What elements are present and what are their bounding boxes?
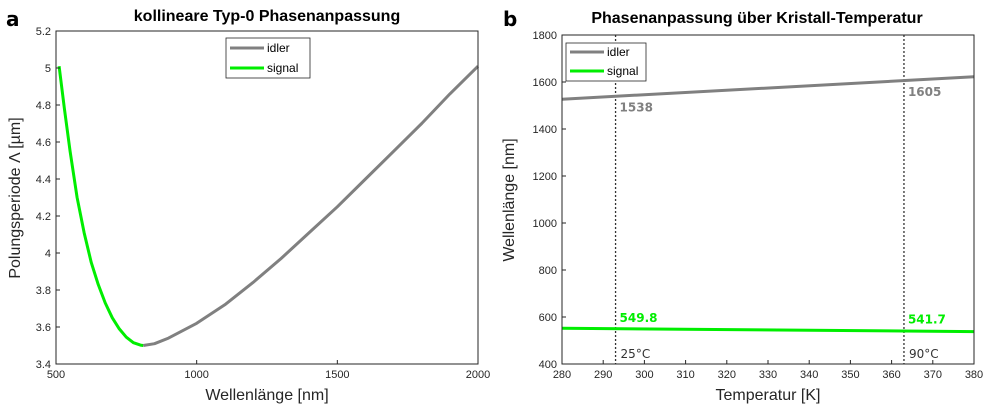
chart-b-xtick-label: 340 [800,369,818,381]
chart-b-value-label-signal: 549.8 [620,311,658,325]
chart-a-ytick-label: 5.2 [36,26,51,38]
chart-b-ytick-label: 1400 [533,124,557,136]
chart-b-title: Phasenanpassung über Kristall-Temperatur [591,10,922,27]
chart-a-xtick-label: 1000 [184,369,208,381]
chart-b-ytick-label: 1800 [533,30,557,42]
chart-b-value-label-signal: 541.7 [908,313,946,327]
chart-b-xtick-label: 380 [965,369,983,381]
chart-a-ytick-label: 3.8 [36,285,51,297]
chart-a-legend: idler signal [225,37,311,79]
chart-a-xtick-label: 1500 [325,369,349,381]
chart-b-legend-signal-label: signal [607,64,638,78]
chart-a-xtick-label: 500 [47,369,65,381]
chart-b-series-signal-line [561,326,975,334]
chart-a-ylabel: Polungsperiode Λ [µm] [7,117,24,278]
chart-a-ytick-label: 4.4 [36,174,51,186]
chart-a-ytick-label: 4 [45,248,51,260]
chart-b-series-idler-line [561,75,975,101]
chart-a-ytick-label: 5 [45,63,51,75]
chart-a-xtick-label: 2000 [466,369,490,381]
chart-b-xtick-label: 300 [635,369,653,381]
chart-b-xtick-label: 360 [882,369,900,381]
chart-b-xlabel: Temperatur [K] [716,387,821,404]
chart-a-legend-idler-label: idler [267,41,290,55]
chart-b: b Phasenanpassung über Kristall-Temperat… [501,7,983,404]
chart-b-xtick-label: 330 [759,369,777,381]
chart-a-legend-box [225,37,311,79]
chart-b-ytick-label: 1000 [533,218,557,230]
chart-a-series-signal-line [57,66,144,347]
chart-b-value-label-idler: 1538 [620,101,653,115]
panel-a-letter: a [6,7,20,31]
chart-b-ytick-label: 400 [539,359,557,371]
chart-b-ytick-label: 600 [539,312,557,324]
chart-b-legend-box [565,42,647,82]
chart-a-plot-area [55,30,479,365]
chart-b-temperature-label: 90°C [909,347,939,361]
chart-b-ytick-label: 800 [539,265,557,277]
panel-b-letter: b [503,7,517,31]
chart-b-legend-idler-label: idler [607,45,630,59]
chart-a-series-idler-line [142,65,480,347]
chart-a-ytick-label: 4.6 [36,137,51,149]
chart-b-xtick-label: 370 [924,369,942,381]
chart-b-temperature-label: 25°C [621,347,651,361]
chart-a-title: kollineare Typ-0 Phasenanpassung [134,8,400,25]
chart-b-legend: idler signal [565,42,647,82]
chart-b-ytick-label: 1600 [533,77,557,89]
chart-b-xtick-label: 280 [553,369,571,381]
chart-a-ytick-label: 3.4 [36,359,51,371]
chart-a-ytick-label: 4.2 [36,211,51,223]
chart-a-ytick-label: 4.8 [36,100,51,112]
chart-a-legend-signal-label: signal [267,61,298,75]
chart-b-xtick-label: 350 [841,369,859,381]
chart-b-xtick-label: 310 [676,369,694,381]
chart-b-xtick-label: 320 [718,369,736,381]
chart-b-ytick-label: 1200 [533,171,557,183]
chart-a-ytick-label: 3.6 [36,322,51,334]
chart-b-ylabel: Wellenlänge [nm] [501,138,518,261]
chart-a: a kollineare Typ-0 Phasenanpassung 500 10… [6,7,490,404]
chart-a-xlabel: Wellenlänge [nm] [205,387,328,404]
chart-b-value-label-idler: 1605 [908,85,941,99]
chart-b-xtick-label: 290 [594,369,612,381]
